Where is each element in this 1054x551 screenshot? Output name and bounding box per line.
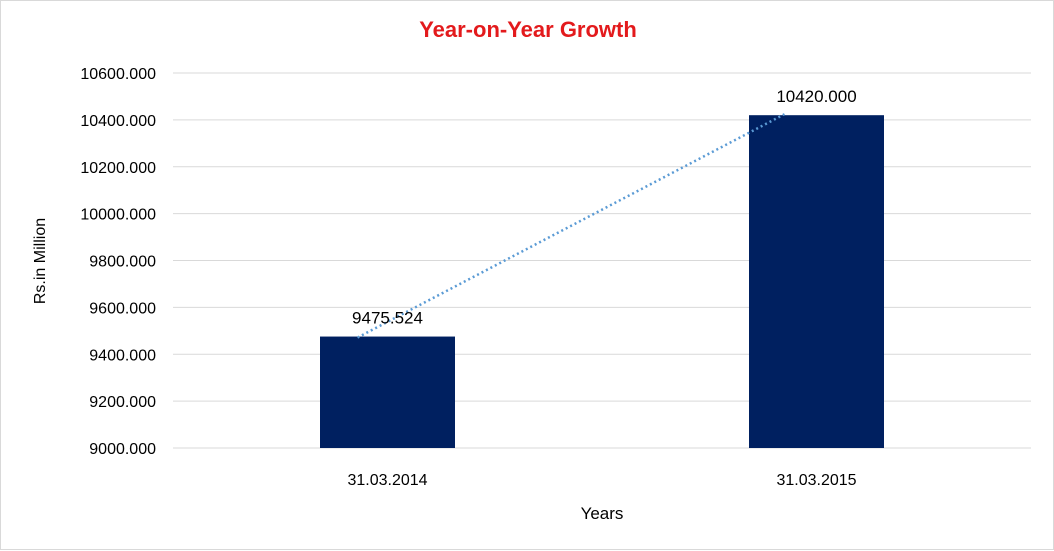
y-tick-label: 10600.000	[80, 66, 156, 83]
x-tick-label: 31.03.2014	[347, 472, 427, 489]
chart-title: Year-on-Year Growth	[419, 17, 637, 42]
y-tick-label: 9000.000	[89, 441, 156, 458]
y-tick-label: 9400.000	[89, 347, 156, 364]
y-tick-label: 9600.000	[89, 300, 156, 317]
x-tick-label: 31.03.2015	[776, 472, 856, 489]
y-tick-label: 9200.000	[89, 394, 156, 411]
data-label: 10420.000	[776, 87, 856, 106]
y-tick-label: 9800.000	[89, 254, 156, 271]
y-tick-label: 10200.000	[80, 160, 156, 177]
y-tick-label: 10400.000	[80, 113, 156, 130]
bar	[749, 115, 884, 448]
data-label: 9475.524	[352, 309, 423, 328]
y-tick-label: 10000.000	[80, 207, 156, 224]
trendline	[356, 113, 786, 339]
bar	[320, 336, 455, 448]
x-axis-label: Years	[580, 504, 624, 523]
